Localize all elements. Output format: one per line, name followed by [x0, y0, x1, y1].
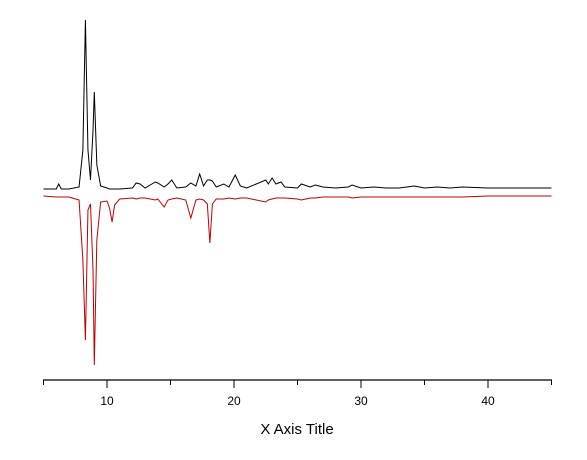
x-tick-label: 40 [481, 394, 495, 408]
x-tick-label: 20 [227, 394, 241, 408]
series-line [43, 195, 552, 366]
x-axis-title: X Axis Title [260, 421, 333, 438]
x-tick-label: 30 [354, 394, 368, 408]
series-line [43, 19, 552, 190]
x-tick-label: 10 [100, 394, 114, 408]
